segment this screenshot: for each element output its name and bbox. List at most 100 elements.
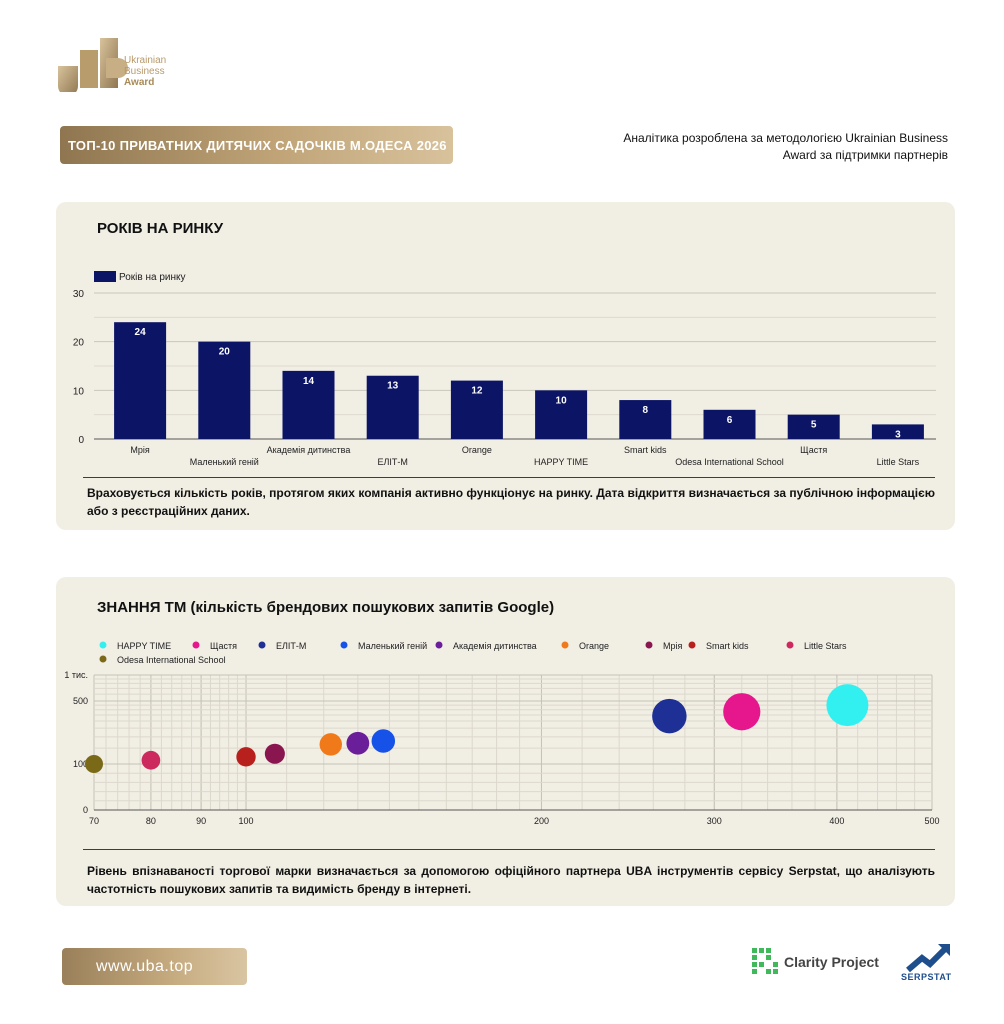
bar — [703, 409, 756, 439]
x-tick-label: 300 — [707, 816, 722, 826]
awareness-note: Рівень впізнаваності торгової марки визн… — [87, 864, 935, 896]
legend-label: Odesa International School — [117, 655, 226, 665]
x-category-label: HAPPY TIME — [534, 457, 588, 467]
data-bubble — [264, 743, 285, 764]
legend-label: Щастя — [210, 641, 237, 651]
legend-label: Академія дитинства — [453, 641, 537, 651]
clarity-grid-icon — [752, 948, 778, 974]
bar-value-label: 20 — [219, 347, 231, 358]
page-title: ТОП-10 ПРИВАТНИХ ДИТЯЧИХ САДОЧКІВ М.ОДЕС… — [60, 126, 453, 164]
awareness-bubble-chart: 0 100 500 1 тис. 70 80 90 100 200 300 400 500 HAPPY … — [64, 641, 939, 826]
legend-swatch — [94, 271, 116, 282]
x-tick-label: 90 — [196, 816, 206, 826]
data-bubble — [346, 731, 370, 755]
x-tick-label: 70 — [89, 816, 99, 826]
y-tick-label: 500 — [73, 696, 88, 706]
divider — [83, 477, 935, 478]
bar-value-label: 14 — [303, 376, 315, 387]
logo-text: Ukrainian Business Award — [124, 55, 166, 88]
bar-value-label: 5 — [811, 420, 817, 431]
y-tick-label: 10 — [73, 386, 85, 397]
legend-marker — [561, 641, 569, 649]
years-bar-chart: 0 10 20 30 Років на ринку 24 Мрія 20 Маленький г… — [73, 271, 936, 467]
data-bubble — [319, 733, 343, 756]
bar-value-label: 6 — [727, 415, 733, 426]
x-category-label: Щастя — [800, 445, 827, 455]
x-category-label: Мрія — [130, 445, 150, 455]
bar — [787, 414, 840, 439]
clarity-project-logo: Clarity Project — [752, 948, 879, 975]
logo-line-award: Award — [124, 77, 155, 88]
serpstat-icon — [906, 944, 950, 973]
years-chart-title: РОКІВ НА РИНКУ — [97, 220, 224, 237]
years-on-market-card: РОКІВ НА РИНКУ 0 10 20 30 Років на ринку 24 Мр… — [56, 202, 955, 530]
logo-line-business: Business — [124, 66, 165, 77]
legend-label: Little Stars — [804, 641, 847, 651]
bar-value-label: 10 — [556, 395, 568, 406]
legend-marker — [786, 641, 794, 649]
x-category-label: Orange — [462, 445, 492, 455]
legend-label: Smart kids — [706, 641, 749, 651]
bar — [366, 375, 419, 439]
x-tick-label: 500 — [924, 816, 939, 826]
x-category-label: Odesa International School — [675, 457, 784, 467]
x-category-label: ЕЛІТ-М — [377, 457, 407, 467]
uba-logo — [58, 38, 128, 92]
bar — [282, 370, 335, 439]
bar — [871, 424, 924, 439]
serpstat-label: SERPSTAT — [901, 972, 952, 982]
legend-label: ЕЛІТ-М — [276, 641, 306, 651]
awareness-chart-title: ЗНАННЯ ТМ (кількість брендових пошукових… — [97, 599, 555, 616]
x-category-label: Little Stars — [877, 457, 920, 467]
legend-marker — [435, 641, 443, 649]
logo-line-ukrainian: Ukrainian — [124, 55, 167, 66]
x-tick-label: 200 — [534, 816, 549, 826]
x-category-label: Академія дитинства — [267, 445, 351, 455]
data-bubble — [723, 693, 761, 731]
legend-label: Orange — [579, 641, 609, 651]
divider — [83, 849, 935, 850]
x-category-label: Smart kids — [624, 445, 667, 455]
legend-marker — [340, 641, 348, 649]
y-tick-label: 0 — [78, 435, 84, 446]
x-tick-label: 400 — [829, 816, 844, 826]
bar-value-label: 8 — [643, 405, 649, 416]
bar — [114, 322, 167, 439]
methodology-note: Аналітика розроблена за методологією Ukr… — [623, 131, 948, 162]
bar-value-label: 13 — [387, 381, 399, 392]
bar-value-label: 24 — [135, 327, 147, 338]
data-bubble — [85, 755, 103, 773]
legend-marker — [99, 655, 107, 663]
y-tick-label: 0 — [83, 805, 88, 815]
years-note: Враховується кількість років, протягом я… — [87, 486, 935, 518]
legend-marker — [192, 641, 200, 649]
bar — [619, 400, 672, 439]
data-bubble — [371, 729, 396, 753]
bar — [450, 380, 503, 439]
clarity-project-label: Clarity Project — [784, 953, 879, 970]
legend-marker — [688, 641, 696, 649]
legend-marker — [258, 641, 266, 649]
y-tick-label: 20 — [73, 338, 85, 349]
y-tick-label: 100 — [73, 759, 88, 769]
x-category-label: Маленький геній — [190, 457, 259, 467]
y-tick-label: 1 тис. — [64, 670, 88, 680]
y-tick-label: 30 — [73, 289, 85, 300]
x-tick-label: 80 — [146, 816, 156, 826]
data-bubble — [652, 698, 687, 734]
data-bubble — [141, 750, 161, 770]
data-bubble — [826, 684, 869, 727]
website-link[interactable]: www.uba.top — [62, 948, 247, 985]
legend-label: Маленький геній — [358, 641, 427, 651]
x-tick-label: 100 — [239, 816, 254, 826]
legend-label: HAPPY TIME — [117, 641, 171, 651]
bar — [198, 341, 251, 439]
bar-value-label: 12 — [471, 386, 483, 397]
bar — [535, 390, 588, 439]
legend-marker — [645, 641, 653, 649]
legend-marker — [99, 641, 107, 649]
legend-label: Мрія — [663, 641, 683, 651]
data-bubble — [236, 747, 256, 767]
brand-awareness-card: ЗНАННЯ ТМ (кількість брендових пошукових… — [56, 577, 955, 906]
legend-label: Років на ринку — [119, 272, 186, 283]
